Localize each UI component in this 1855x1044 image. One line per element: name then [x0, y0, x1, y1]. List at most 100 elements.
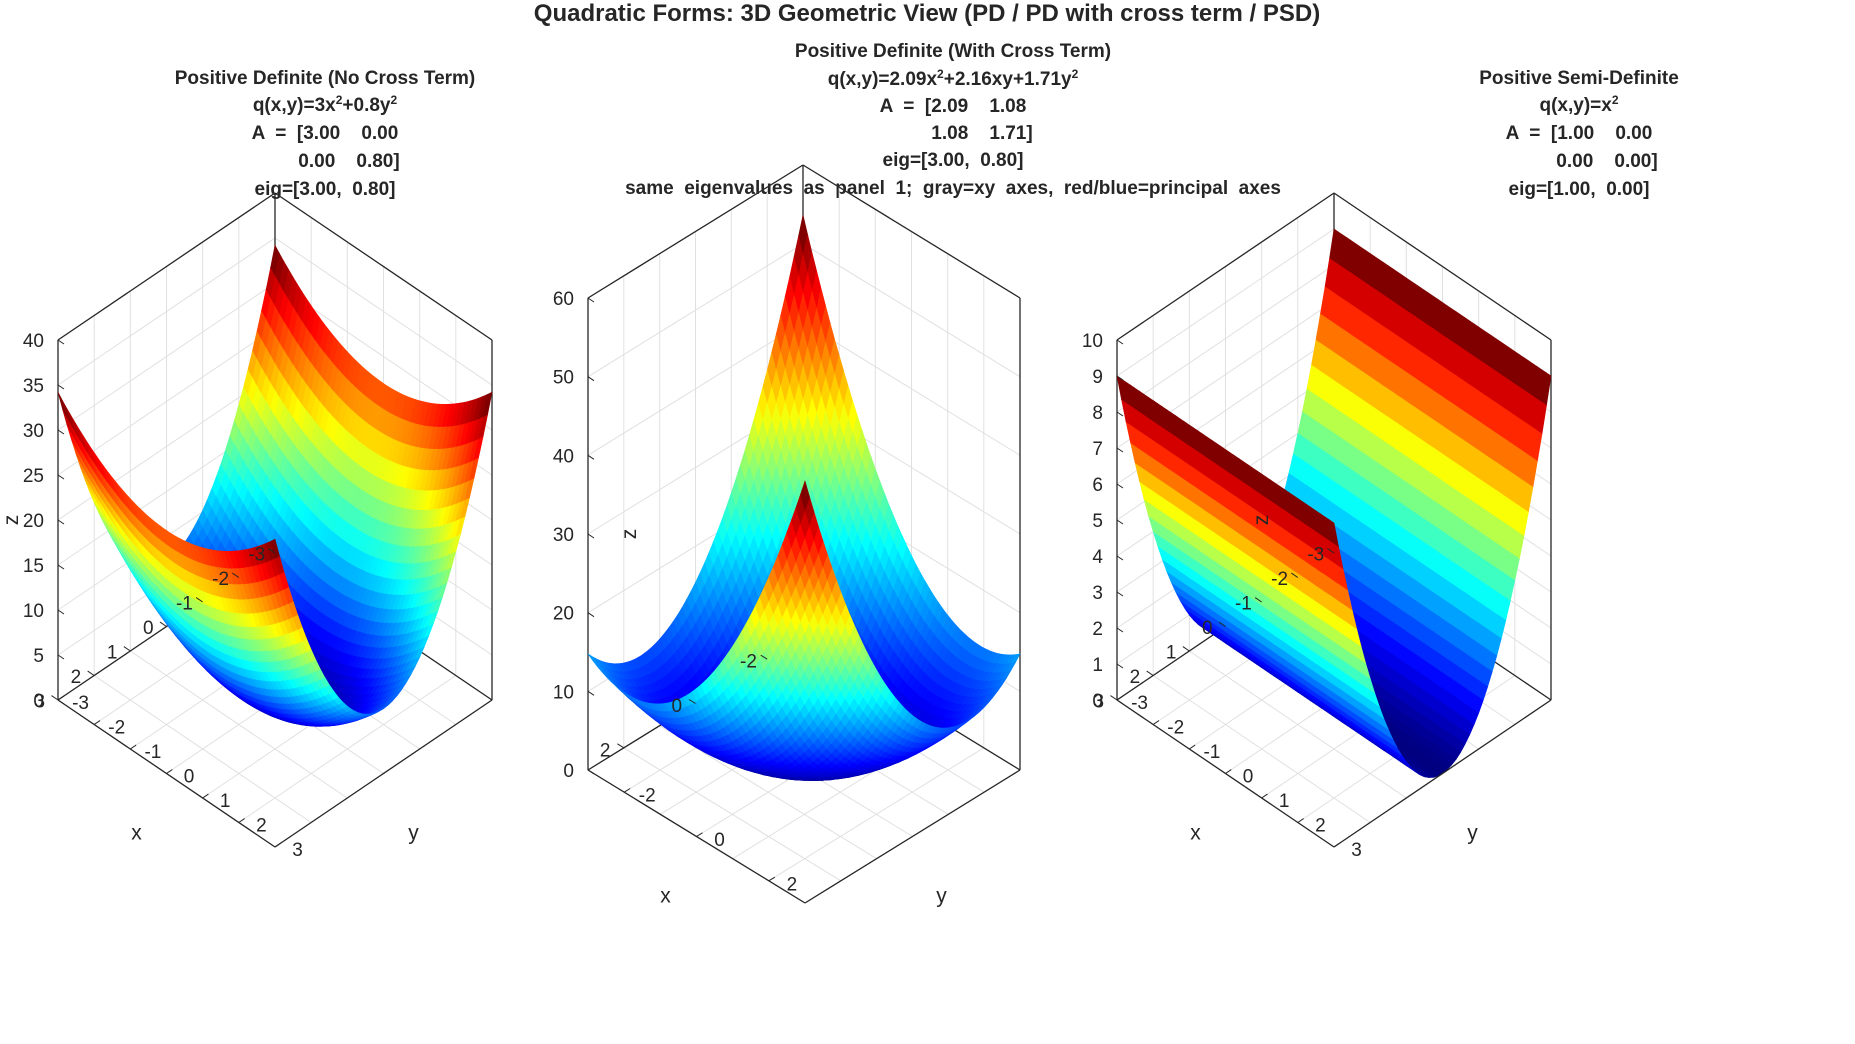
z-tick	[587, 376, 595, 382]
z-tick	[57, 429, 65, 435]
panel-2-titles: Positive Definite (With Cross Term) q(x,…	[625, 41, 1281, 199]
z-tick-label: 20	[553, 604, 574, 625]
panel-2-xlabel: x	[660, 885, 671, 908]
z-tick-label: 40	[553, 446, 574, 467]
z-tick	[57, 339, 65, 345]
z-tick-label: 10	[553, 682, 574, 703]
panel-3-title: Positive Semi-Definite	[1479, 68, 1679, 89]
z-tick	[57, 519, 65, 525]
y-tick-label: 0	[714, 830, 725, 851]
x-tick-label: -2	[212, 569, 229, 590]
box-edge	[57, 192, 276, 341]
z-tick-label: 50	[553, 368, 574, 389]
panel-2-matrix-row-2: 1.08 1.71]	[931, 123, 1032, 144]
y-tick	[623, 788, 631, 793]
z-tick	[587, 297, 595, 303]
y-tick	[57, 695, 65, 701]
y-tick	[274, 842, 282, 848]
panel-1-zlabel: z	[0, 515, 23, 526]
panel-1-titles: Positive Definite (No Cross Term) q(x,y)…	[175, 68, 476, 200]
panel-3-titles: Positive Semi-Definite q(x,y)=x2 A = [1.…	[1479, 68, 1679, 200]
x-tick-label: 0	[143, 618, 154, 639]
y-tick	[202, 793, 209, 799]
panel-2-surface	[587, 214, 1021, 781]
x-tick-label: 0	[672, 696, 683, 717]
y-tick	[238, 818, 245, 823]
panel-2-note: same eigenvalues as panel 1; gray=xy axe…	[625, 178, 1281, 199]
panel-1-matrix-row-2: 0.00 0.80]	[298, 151, 399, 172]
x-tick-label: -3	[248, 545, 265, 566]
y-tick-label: 2	[787, 874, 798, 895]
panel-3-matrix-row-2: 0.00 0.00]	[1556, 151, 1657, 172]
x-tick-label: 2	[71, 667, 82, 688]
z-tick-label: 0	[563, 761, 574, 782]
z-tick	[587, 454, 595, 460]
y-tick	[130, 744, 137, 750]
panel-3-eigenvalues: eig=[1.00, 0.00]	[1509, 179, 1650, 200]
panel-1-matrix-row-1: A = [3.00 0.00	[252, 123, 399, 144]
z-tick	[57, 564, 65, 570]
z-tick-label: 20	[23, 511, 44, 532]
y-tick-label: 3	[292, 840, 303, 861]
y-tick	[696, 832, 703, 837]
z-tick	[57, 609, 65, 615]
x-tick-label: -2	[740, 652, 757, 673]
z-tick	[587, 769, 595, 775]
panel-1-title: Positive Definite (No Cross Term)	[175, 68, 476, 89]
figure-title: Quadratic Forms: 3D Geometric View (PD /…	[534, 0, 1320, 27]
panel-1-ylabel: y	[408, 822, 419, 845]
z-tick	[57, 384, 65, 390]
z-tick	[57, 654, 65, 660]
y-tick	[166, 769, 173, 774]
y-tick-label: 0	[184, 766, 195, 787]
z-tick	[587, 690, 595, 696]
z-tick	[587, 612, 595, 618]
z-tick-label: 5	[33, 646, 44, 667]
surface-patch	[57, 392, 68, 418]
panel-1-surface	[57, 244, 493, 727]
panel-2-ylabel: y	[936, 885, 947, 908]
z-tick-label: 15	[23, 556, 44, 577]
y-tick-label: -2	[108, 717, 125, 738]
panel-3-matrix-row-1: A = [1.00 0.00	[1506, 123, 1653, 144]
x-tick-label: 2	[600, 740, 611, 761]
z-tick-label: 35	[23, 376, 44, 397]
z-tick	[57, 699, 65, 705]
y-tick-label: 2	[256, 815, 267, 836]
y-tick	[768, 876, 776, 882]
z-tick-label: 25	[23, 466, 44, 487]
y-tick-label: 1	[220, 791, 231, 812]
z-tick	[57, 474, 65, 480]
panel-1-eigenvalues: eig=[3.00, 0.80]	[255, 179, 396, 200]
x-tick	[51, 695, 59, 701]
z-tick-label: 10	[23, 601, 44, 622]
y-tick-label: -1	[144, 742, 161, 763]
z-tick-label: 60	[553, 289, 574, 310]
panel-1-formula: q(x,y)=3x2+0.8y2	[253, 93, 398, 116]
x-tick	[617, 743, 625, 749]
panel-2-zlabel: z	[618, 529, 641, 540]
x-tick-label: 3	[34, 692, 45, 713]
panel-2-axes: 0 10 20 30 40 50 60 -2 0 2 -2 0 2 x y z	[553, 164, 1021, 908]
z-tick	[587, 533, 595, 539]
panel-1-xlabel: x	[131, 822, 142, 845]
z-tick-label: 40	[23, 331, 44, 352]
panel-2-matrix-row-1: A = [2.09 1.08	[880, 96, 1027, 117]
x-tick	[123, 646, 131, 652]
z-tick-label: 30	[553, 525, 574, 546]
y-tick-label: -3	[72, 693, 89, 714]
panel-2-eigenvalues: eig=[3.00, 0.80]	[883, 150, 1024, 171]
box-edge	[274, 192, 493, 341]
x-tick-label: 1	[107, 643, 118, 664]
z-tick-label: 30	[23, 421, 44, 442]
y-tick	[93, 720, 101, 725]
x-tick-label: -1	[176, 594, 193, 615]
y-tick-label: -2	[639, 786, 656, 807]
panel-2-formula: q(x,y)=2.09x2+2.16xy+1.71y2	[828, 67, 1079, 90]
panel-2-title: Positive Definite (With Cross Term)	[795, 41, 1111, 62]
panel-3-formula: q(x,y)=x2	[1539, 93, 1618, 116]
